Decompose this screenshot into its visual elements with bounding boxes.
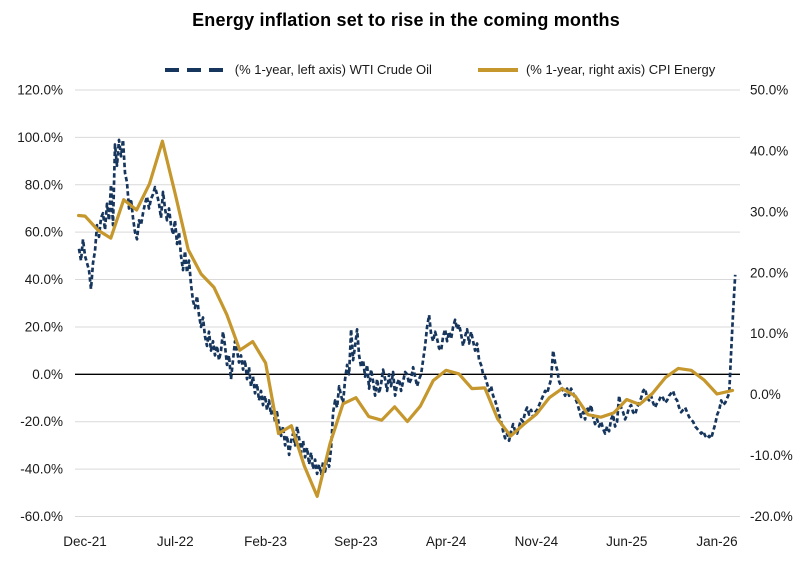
legend-item-wti: (% 1-year, left axis) WTI Crude Oil <box>164 62 432 77</box>
legend-label-cpi: (% 1-year, right axis) CPI Energy <box>525 62 716 77</box>
chart-legend: (% 1-year, left axis) WTI Crude Oil (% 1… <box>34 62 812 77</box>
x-axis-tick-label: Apr-24 <box>426 534 467 549</box>
right-axis-tick-label: 50.0% <box>750 83 788 98</box>
legend-item-cpi: (% 1-year, right axis) CPI Energy <box>477 62 716 77</box>
left-axis-tick-label: 80.0% <box>25 177 63 192</box>
left-axis-tick-label: 40.0% <box>25 272 63 287</box>
right-axis-tick-label: 30.0% <box>750 204 788 219</box>
cpi-solid-line-swatch <box>477 67 518 72</box>
x-axis-tick-label: Dec-21 <box>63 534 107 549</box>
x-axis-tick-label: Feb-23 <box>244 534 287 549</box>
x-axis-tick-label: Sep-23 <box>334 534 378 549</box>
right-axis-tick-label: 10.0% <box>750 326 788 341</box>
x-axis-tick-label: Jun-25 <box>606 534 647 549</box>
right-axis-tick-label: 0.0% <box>750 387 781 402</box>
wti-dashed-line-swatch <box>164 67 227 72</box>
right-axis-tick-label: 20.0% <box>750 265 788 280</box>
left-axis-tick-label: -20.0% <box>20 414 63 429</box>
left-axis-tick-label: 60.0% <box>25 225 63 240</box>
x-axis-tick-label: Jul-22 <box>157 534 194 549</box>
x-axis-tick-label: Jan-26 <box>696 534 737 549</box>
left-axis-tick-label: 120.0% <box>17 83 63 98</box>
right-axis-tick-label: -20.0% <box>750 509 793 524</box>
left-axis-tick-label: 20.0% <box>25 319 63 334</box>
right-axis-tick-label: -10.0% <box>750 448 793 463</box>
legend-label-wti: (% 1-year, left axis) WTI Crude Oil <box>234 62 432 77</box>
left-axis-tick-label: -40.0% <box>20 462 63 477</box>
left-axis-tick-label: 100.0% <box>17 130 63 145</box>
right-axis-tick-label: 40.0% <box>750 143 788 158</box>
wti-series-line <box>77 138 737 476</box>
chart-title: Energy inflation set to rise in the comi… <box>192 10 620 30</box>
cpi-series-line <box>76 139 735 498</box>
x-axis-tick-label: Nov-24 <box>515 534 559 549</box>
left-axis-tick-label: -60.0% <box>20 509 63 524</box>
left-axis-tick-label: 0.0% <box>32 367 63 382</box>
